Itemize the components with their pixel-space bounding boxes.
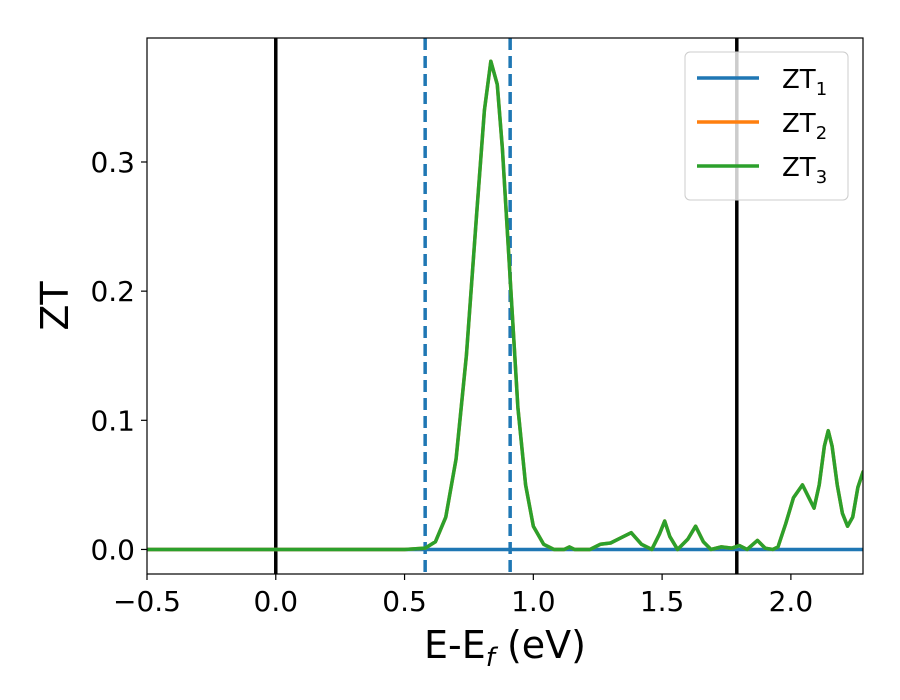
x-tick-label: 0.5 [382,585,427,618]
x-axis-title-unit: (eV) [495,623,586,667]
legend: ZT1 ZT2 ZT3 [684,51,849,201]
legend-label-zt1: ZT1 [782,65,827,100]
legend-box [684,51,849,201]
y-axis-title: ZT [33,281,77,331]
y-tick-label: 0.1 [90,404,135,437]
x-tick-label: 2.0 [769,585,814,618]
x-tick-label: 1.0 [511,585,556,618]
legend-label-zt3: ZT3 [782,153,827,188]
y-tick-label: 0.3 [90,146,135,179]
y-axis-ticks: 0.0 0.1 0.2 0.3 [90,146,147,566]
x-tick-label: −0.5 [113,585,181,618]
series-lines [147,59,863,552]
series-line-zt3 [147,59,863,552]
x-axis-ticks: −0.5 0.0 0.5 1.0 1.5 2.0 [113,574,813,618]
x-tick-label: 0.0 [254,585,299,618]
x-axis-title: E-Ef (eV) [424,623,586,673]
x-tick-label: 1.5 [640,585,685,618]
y-tick-label: 0.0 [90,533,135,566]
plot-frame [146,37,864,575]
legend-label-zt2: ZT2 [782,109,827,144]
y-tick-label: 0.2 [90,275,135,308]
